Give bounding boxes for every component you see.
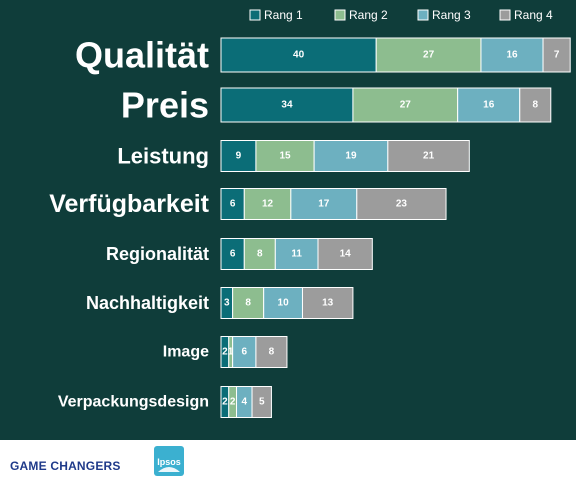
category-label: Nachhaltigkeit [86, 293, 209, 313]
data-label: 34 [281, 100, 293, 111]
data-label: 6 [230, 249, 236, 260]
data-label: 5 [259, 397, 265, 408]
bar-segment-rang-2 [255, 140, 315, 172]
category-label: Qualität [75, 35, 209, 76]
data-label: 2 [230, 397, 236, 408]
data-label: 8 [245, 298, 251, 309]
data-label: 2 [222, 347, 228, 358]
category-label: Verpackungsdesign [58, 394, 209, 411]
data-label: 14 [340, 249, 352, 260]
footer [0, 440, 576, 479]
category-label: Image [163, 344, 209, 361]
data-label: 27 [423, 50, 435, 61]
data-label: 13 [322, 298, 334, 309]
data-label: 40 [293, 50, 305, 61]
bar-segment-rang-3 [290, 188, 358, 220]
data-label: 19 [345, 151, 357, 162]
data-label: 16 [483, 100, 495, 111]
data-label: 10 [278, 298, 290, 309]
bar-segment-rang-4 [542, 37, 571, 73]
data-label: 4 [241, 397, 247, 408]
category-label: Leistung [117, 144, 209, 169]
category-label: Verfügbarkeit [49, 190, 209, 218]
brand-text: GAME CHANGERS [10, 459, 121, 473]
bar-segment-rang-3 [274, 238, 319, 270]
bar-segment-rang-2 [243, 238, 276, 270]
data-label: 17 [318, 199, 330, 210]
data-label: 11 [291, 249, 302, 260]
bar-segment-rang-1 [220, 87, 354, 123]
bar-segment-rang-2 [243, 188, 292, 220]
bar-segment-rang-2 [375, 37, 482, 73]
bar-segment-rang-4 [356, 188, 447, 220]
bar-segment-rang-4 [317, 238, 373, 270]
data-label: 6 [241, 347, 247, 358]
legend-swatch-3 [417, 9, 429, 21]
bar-segment-rang-3 [480, 37, 544, 73]
data-label: 21 [423, 151, 435, 162]
data-label: 8 [269, 347, 275, 358]
data-label: 8 [532, 100, 538, 111]
bar-segment-rang-2 [352, 87, 459, 123]
bar-segment-rang-4 [519, 87, 552, 123]
data-label: 7 [554, 50, 560, 61]
category-label: Preis [121, 85, 209, 126]
ipsos-logo: Ipsos [154, 446, 184, 476]
bar-segment-rang-3 [313, 140, 389, 172]
data-label: 23 [396, 199, 408, 210]
bar-segment-rang-1 [220, 37, 377, 73]
legend-swatch-1 [249, 9, 261, 21]
data-label: 1 [228, 347, 234, 358]
data-label: 15 [279, 151, 291, 162]
data-label: 8 [257, 249, 263, 260]
legend-label-1: Rang 1 [264, 8, 303, 22]
data-label: 6 [230, 199, 236, 210]
data-label: 16 [506, 50, 518, 61]
bar-segment-rang-2 [232, 287, 265, 319]
data-label: 27 [400, 100, 412, 111]
legend-swatch-4 [499, 9, 511, 21]
legend-label-4: Rang 4 [514, 8, 553, 22]
bar-segment-rang-4 [251, 386, 272, 418]
data-label: 3 [224, 298, 230, 309]
bar-segment-rang-1 [220, 140, 257, 172]
bar-segment-rang-3 [263, 287, 303, 319]
bar-segment-rang-4 [387, 140, 470, 172]
legend-swatch-2 [334, 9, 346, 21]
data-label: 9 [236, 151, 242, 162]
data-label: 12 [262, 199, 274, 210]
logo-text: Ipsos [157, 457, 181, 467]
legend-label-3: Rang 3 [432, 8, 471, 22]
legend-label-2: Rang 2 [349, 8, 388, 22]
category-label: Regionalität [106, 244, 209, 264]
data-label: 2 [222, 397, 228, 408]
bar-segment-rang-4 [255, 336, 288, 368]
bar-segment-rang-4 [301, 287, 354, 319]
